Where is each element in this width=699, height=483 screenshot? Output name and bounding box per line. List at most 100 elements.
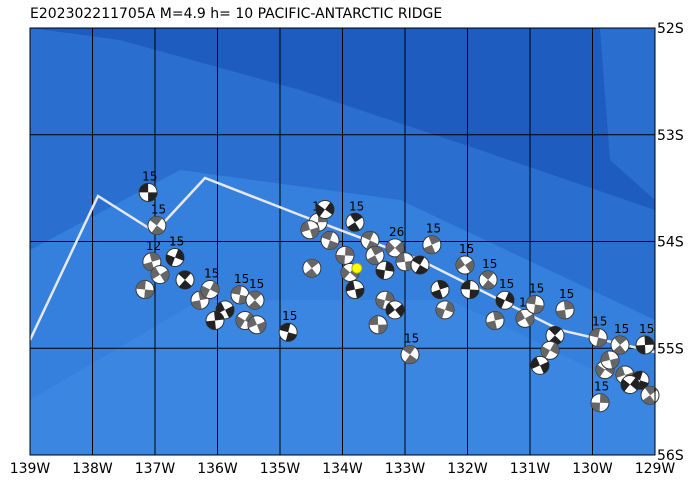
beachball-quadrant [435, 306, 445, 319]
beachball-quadrant [144, 289, 154, 299]
lon-tick-label: 131W [510, 461, 551, 477]
depth-label: 15 [639, 322, 654, 336]
lat-tick-label: 53S [657, 128, 684, 144]
beachball [320, 230, 340, 250]
beachball-quadrant [516, 310, 525, 323]
beachball-quadrant [636, 345, 646, 355]
beachball-quadrant [469, 289, 479, 299]
beachball-quadrant [461, 280, 471, 290]
beachball-quadrant [367, 255, 380, 265]
lon-tick-label: 132W [447, 461, 488, 477]
beachball-quadrant [616, 366, 625, 378]
beachball-quadrant [402, 345, 416, 355]
beachball [430, 280, 450, 300]
beachball-quadrant [304, 268, 318, 278]
beachball [395, 252, 415, 272]
map-title: E202302211705A M=4.9 h= 10 PACIFIC-ANTAR… [30, 6, 442, 22]
beachball [335, 245, 355, 265]
beachball-quadrant [247, 316, 257, 329]
beachball-quadrant [445, 301, 454, 313]
lat-tick-label: 55S [657, 341, 684, 357]
beachball-quadrant [386, 241, 395, 255]
depth-label: 15 [426, 222, 441, 236]
beachball: 15 [138, 169, 158, 202]
beachball-quadrant [149, 216, 163, 226]
beachball-quadrant [386, 302, 395, 316]
beachball-quadrant [248, 300, 262, 310]
beachball: 15 [495, 277, 515, 310]
beachball-quadrant [210, 281, 219, 294]
beachball [300, 220, 320, 240]
depth-label: 26 [389, 225, 404, 239]
beachball-quadrant [505, 291, 514, 304]
beachball [247, 315, 267, 335]
beachball [302, 258, 322, 278]
lat-tick-label: 56S [657, 448, 684, 464]
lon-tick-label: 139W [10, 461, 51, 477]
beachball [640, 385, 660, 405]
depth-label: 15 [142, 169, 157, 183]
beachball-quadrant [465, 259, 475, 273]
beachball-quadrant [526, 295, 537, 305]
beachball-quadrant [385, 291, 394, 303]
beachball [205, 310, 225, 330]
beachball-quadrant [370, 246, 383, 256]
beachball-quadrant [596, 337, 607, 347]
depth-label: 12 [146, 239, 161, 253]
beachball: 15 [590, 380, 610, 413]
beachball-quadrant [431, 289, 443, 299]
depth-label: 15 [482, 257, 497, 271]
depth-label: 15 [249, 277, 264, 291]
beachball: 15 [555, 287, 575, 320]
lon-tick-label: 129W [635, 461, 676, 477]
lon-tick-label: 130W [572, 461, 613, 477]
beachball-quadrant [600, 393, 609, 404]
beachball-quadrant [143, 261, 155, 271]
depth-label: 15 [282, 309, 297, 323]
beachball [540, 340, 560, 360]
depth-label: 15 [151, 202, 166, 216]
beachball-quadrant [345, 246, 354, 257]
beachball-quadrant [216, 301, 225, 314]
beachball: 15 [200, 267, 220, 300]
beachball-quadrant [412, 255, 425, 265]
beachball-quadrant [160, 269, 170, 283]
beachball [365, 245, 385, 265]
beachball-quadrant [325, 202, 334, 215]
beachball-quadrant [591, 402, 600, 412]
beachball-quadrant [492, 311, 504, 321]
beachball-quadrant [376, 298, 385, 309]
beachball-quadrant [347, 222, 360, 232]
beachball-quadrant [630, 377, 640, 391]
beachball-quadrant [563, 300, 574, 310]
beachball-quadrant [525, 313, 534, 327]
beachball-quadrant [415, 264, 428, 274]
beachball-quadrant [201, 285, 210, 298]
beachball-quadrant [341, 266, 350, 280]
beachball-quadrant [225, 305, 234, 318]
events: 1515121515151515151526151515151515151515… [135, 169, 660, 413]
beachball-quadrant [350, 213, 363, 223]
beachball-quadrant [336, 254, 345, 265]
beachball [375, 260, 395, 280]
depth-label: 15 [499, 277, 514, 291]
depth-label: 15 [529, 281, 544, 295]
beachball: 15 [422, 222, 442, 255]
beachball [135, 280, 155, 300]
beachball-quadrant [595, 364, 605, 378]
beachball-quadrant [256, 321, 266, 334]
beachball-quadrant [589, 328, 601, 338]
beachball-quadrant [642, 395, 656, 405]
beachball: 15 [610, 322, 630, 355]
beachball [620, 375, 640, 395]
lon-tick-label: 134W [322, 461, 363, 477]
beachball-quadrant [550, 342, 559, 355]
plate-boundary [30, 176, 655, 354]
lon-tick-label: 135W [260, 461, 301, 477]
beachball-quadrant [404, 354, 418, 364]
beachball [530, 355, 550, 375]
beachball-quadrant [149, 252, 161, 262]
beachball-quadrant [178, 279, 192, 289]
lon-tick-label: 133W [385, 461, 426, 477]
beachball-quadrant [301, 221, 310, 233]
